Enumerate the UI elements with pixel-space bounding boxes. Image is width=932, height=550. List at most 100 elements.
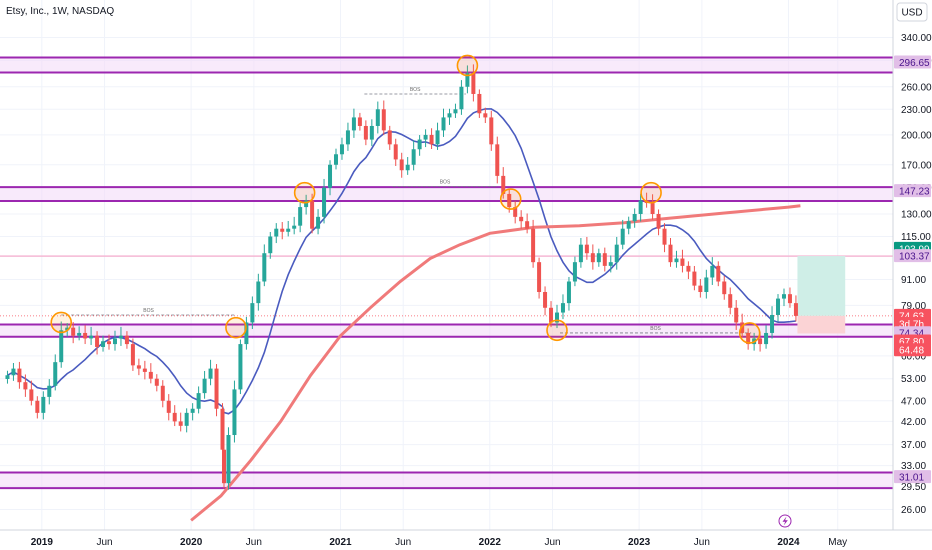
candle-body: [47, 385, 52, 397]
time-tick-label: 2021: [329, 537, 352, 548]
swing-point-circle: [50, 311, 73, 334]
currency-button[interactable]: [896, 2, 928, 22]
price-tag-bg: [894, 55, 931, 69]
candle-body: [208, 368, 213, 379]
candle-body: [262, 253, 267, 282]
candle-body: [501, 175, 506, 194]
candle-body: [41, 396, 46, 413]
candle-body: [566, 281, 571, 304]
price-tag-label: 67.80: [899, 337, 924, 348]
bos-label: BOS: [410, 87, 421, 93]
candle-body: [560, 303, 565, 313]
candle-body: [686, 265, 691, 272]
price-tick-label: 29.50: [901, 482, 926, 493]
candle-body: [453, 109, 458, 114]
candle-body: [746, 332, 751, 345]
candle-body: [435, 130, 440, 145]
chart-title: Etsy, Inc., 1W, NASDAQ: [6, 6, 114, 17]
candle-body: [519, 216, 524, 222]
candle-body: [405, 164, 410, 171]
candle-body: [543, 291, 548, 308]
price-tag-label: 74.34: [899, 329, 924, 340]
price-tag-label: 3d 7h: [899, 320, 924, 331]
candle-body: [322, 187, 327, 217]
lightning-icon[interactable]: [778, 514, 792, 528]
price-tag-label: 31.01: [899, 473, 924, 484]
candle-body: [17, 368, 22, 383]
candle-body: [495, 144, 500, 176]
candle-body: [221, 449, 226, 484]
candle-body: [650, 203, 655, 215]
time-tick-label: 2024: [777, 537, 800, 548]
candle-body: [417, 139, 422, 150]
candle-body: [59, 330, 64, 363]
price-tick-label: 37.00: [901, 440, 926, 451]
candle-body: [11, 368, 16, 376]
candle-body: [77, 332, 82, 336]
candle-body: [584, 244, 589, 254]
candle-body: [381, 109, 386, 131]
moving-averages: [7, 108, 801, 522]
candle-body: [244, 322, 249, 345]
time-tick-label: Jun: [246, 537, 262, 548]
candle-body: [154, 378, 159, 386]
candle-body: [668, 244, 673, 263]
candle-body: [590, 253, 595, 263]
candle-body: [507, 193, 512, 208]
candle-body: [286, 228, 291, 232]
candle-body: [525, 221, 530, 229]
candle-body: [310, 200, 315, 229]
price-tag-label: 147.23: [899, 187, 930, 198]
candle-body: [232, 389, 237, 436]
candle-body: [112, 338, 117, 345]
candle-body: [704, 277, 709, 292]
time-tick-label: May: [828, 537, 847, 548]
swing-point-circle: [499, 188, 522, 210]
candle-body: [572, 262, 577, 282]
price-tick-label: 91.00: [901, 275, 926, 286]
candle-body: [184, 412, 189, 426]
price-tick-label: 79.00: [901, 301, 926, 312]
price-tick-label: 26.00: [901, 505, 926, 516]
bos-markers: BOS BOS BOS BOS: [61, 87, 752, 334]
candle-body: [513, 207, 518, 217]
long-position-tool[interactable]: [797, 256, 846, 334]
price-tag-bg: [894, 249, 931, 263]
candle-body: [776, 298, 781, 315]
candle-body: [160, 385, 165, 401]
candle-body: [459, 86, 464, 110]
candle-body: [722, 281, 727, 295]
swing-circles: [50, 54, 761, 344]
swing-point-circle: [225, 316, 247, 339]
price-tick-label: 260.00: [901, 82, 932, 93]
candle-body: [89, 335, 94, 339]
price-tick-label: 130.00: [901, 210, 932, 221]
candle-body: [29, 389, 34, 401]
time-axis[interactable]: 2019 Jun 2020 Jun 2021 Jun 2022 Jun 2023 Jun 2024 M…: [31, 537, 848, 548]
candle-body: [596, 253, 601, 263]
candle-body: [698, 285, 703, 292]
bos-label: BOS: [143, 308, 154, 314]
price-tag-label: 103.37: [899, 252, 930, 263]
candle-body: [692, 271, 697, 286]
candle-body: [710, 265, 715, 278]
candle-body: [196, 393, 201, 409]
price-tick-label: 170.00: [901, 160, 932, 171]
price-tag-label: 74.63: [899, 311, 924, 322]
candle-body: [220, 408, 225, 450]
candle-body: [537, 262, 542, 292]
price-tag-label: 64.48: [899, 346, 924, 357]
candle-body: [423, 134, 428, 140]
candle-body: [101, 341, 106, 347]
price-axis[interactable]: 340.00300.00260.00230.00200.00170.00150.…: [901, 33, 932, 516]
candle-body: [728, 294, 733, 308]
price-tick-label: 115.00: [901, 232, 931, 243]
candle-body: [304, 200, 309, 208]
time-tick-label: Jun: [395, 537, 411, 548]
candle-body: [531, 228, 536, 263]
swing-point-circle: [738, 322, 761, 344]
candle-body: [465, 73, 470, 87]
candles: [5, 64, 798, 490]
candle-body: [357, 117, 362, 126]
